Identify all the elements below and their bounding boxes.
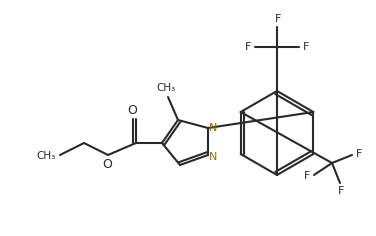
Text: N: N xyxy=(209,123,217,133)
Text: F: F xyxy=(303,42,309,52)
Text: F: F xyxy=(304,171,310,181)
Text: F: F xyxy=(338,186,344,196)
Text: F: F xyxy=(275,14,281,24)
Text: N: N xyxy=(209,152,217,162)
Text: O: O xyxy=(127,104,137,117)
Text: O: O xyxy=(102,158,112,171)
Text: CH₃: CH₃ xyxy=(37,151,56,161)
Text: F: F xyxy=(356,149,362,159)
Text: F: F xyxy=(245,42,251,52)
Text: CH₃: CH₃ xyxy=(156,83,176,93)
